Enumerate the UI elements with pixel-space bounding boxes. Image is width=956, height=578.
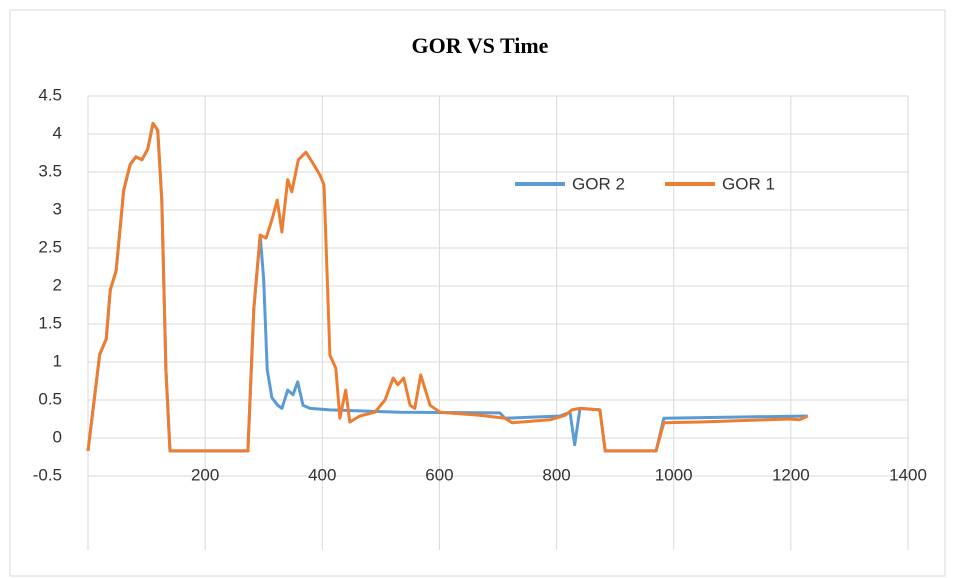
x-tick-label: 600 bbox=[425, 465, 453, 484]
y-tick-label: 0.5 bbox=[38, 389, 62, 408]
legend-label: GOR 2 bbox=[572, 174, 625, 193]
x-tick-label: 1400 bbox=[889, 465, 927, 484]
chart-border bbox=[9, 9, 946, 577]
y-tick-label: 3 bbox=[53, 199, 62, 218]
y-tick-label: 4.5 bbox=[38, 85, 62, 104]
x-tick-label: 200 bbox=[191, 465, 219, 484]
chart-title: GOR VS Time bbox=[412, 33, 549, 58]
y-tick-label: 2.5 bbox=[38, 237, 62, 256]
y-tick-label: 1 bbox=[53, 351, 62, 370]
y-tick-label: 2 bbox=[53, 275, 62, 294]
y-tick-label: 1.5 bbox=[38, 313, 62, 332]
y-tick-label: 4 bbox=[53, 123, 62, 142]
x-tick-label: 1200 bbox=[772, 465, 810, 484]
y-tick-label: -0.5 bbox=[33, 465, 62, 484]
legend-label: GOR 1 bbox=[722, 174, 775, 193]
y-tick-label: 0 bbox=[53, 427, 62, 446]
x-tick-label: 1000 bbox=[655, 465, 693, 484]
x-tick-label: 800 bbox=[542, 465, 570, 484]
y-tick-label: 3.5 bbox=[38, 161, 62, 180]
series-line bbox=[86, 121, 809, 453]
x-tick-label: 400 bbox=[308, 465, 336, 484]
